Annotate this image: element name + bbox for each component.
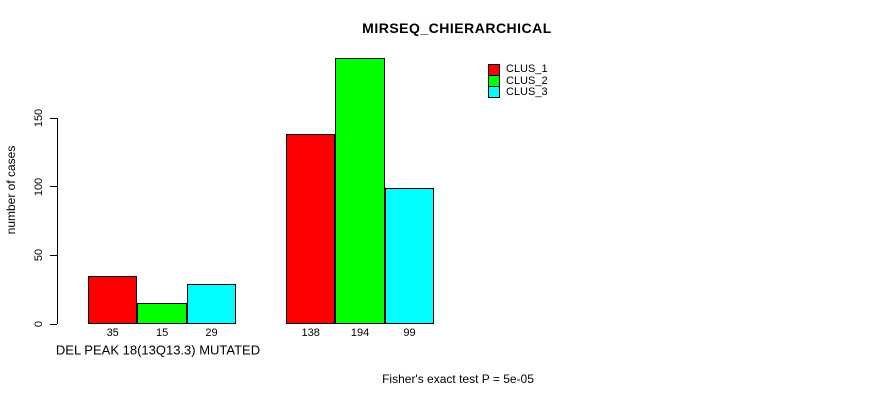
legend-swatch-icon (488, 75, 500, 88)
chart-legend: CLUS_1 CLUS_2 CLUS_3 (488, 63, 548, 99)
pvalue-annotation: Fisher's exact test P = 5e-05 (382, 372, 534, 386)
bar-value-label: 29 (205, 327, 218, 339)
y-tick (50, 117, 57, 119)
bar-clus_3-group1 (186, 284, 237, 324)
y-tick (50, 254, 57, 256)
x-axis-label: DEL PEAK 18(13Q13.3) MUTATED (55, 342, 261, 358)
y-tick-label: 0 (33, 320, 45, 328)
bar-clus_1-group1 (88, 275, 138, 324)
bar-value-label: 138 (301, 327, 320, 339)
legend-label: CLUS_1 (506, 63, 548, 76)
legend-swatch-icon (488, 63, 500, 76)
y-tick (50, 186, 57, 188)
y-tick-label: 100 (33, 177, 45, 196)
bar-value-label: 35 (106, 327, 119, 339)
legend-item: CLUS_1 (488, 63, 548, 76)
y-tick-label: 50 (33, 249, 45, 262)
y-tick (50, 323, 57, 325)
bar-value-label: 99 (403, 327, 416, 339)
legend-label: CLUS_3 (506, 85, 548, 98)
bar-clus_1-group2 (286, 134, 336, 324)
bar-value-label: 15 (155, 327, 169, 339)
bar-clus_2-group2 (335, 57, 385, 324)
bar-clus_2-group1 (137, 303, 187, 324)
legend-label: CLUS_2 (506, 74, 548, 87)
y-tick-label: 150 (33, 108, 45, 128)
page-title: MIRSEQ_CHIERARCHICAL (362, 20, 552, 36)
bar-clus_3-group2 (384, 188, 435, 324)
y-axis-line (57, 118, 58, 324)
legend-swatch-icon (488, 86, 500, 99)
bar-value-label: 194 (350, 327, 370, 339)
legend-item: CLUS_3 (488, 85, 548, 99)
y-axis-label: number of cases (4, 145, 18, 235)
